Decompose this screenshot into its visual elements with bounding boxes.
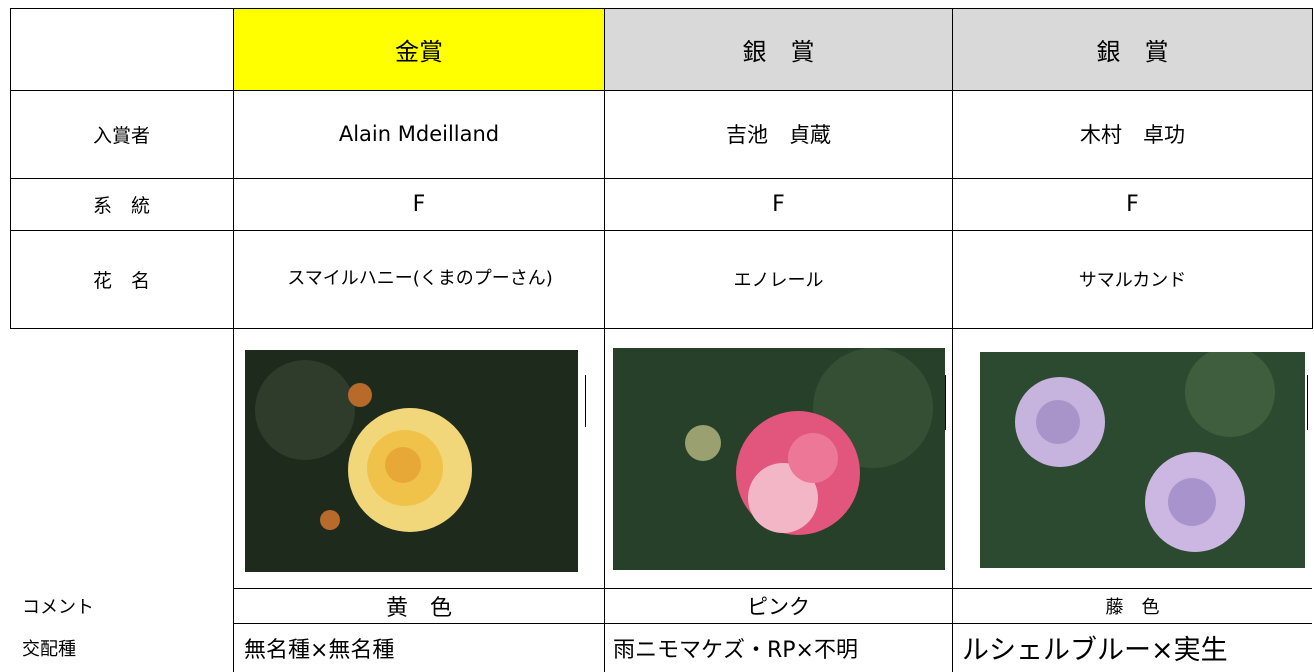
rule: [10, 8, 1312, 9]
cell: ピンク: [747, 594, 810, 619]
rose-photo: [613, 348, 945, 570]
cell: F: [412, 191, 426, 217]
rule: [10, 230, 1312, 231]
rule: [952, 8, 953, 672]
cell: サマルカンド: [1078, 270, 1187, 291]
rule: [233, 8, 234, 672]
award-header: 金賞: [234, 9, 604, 90]
rose-photo: [980, 352, 1305, 568]
cell: Alain Mdeilland: [338, 122, 500, 146]
rule: [233, 588, 1312, 589]
cell: F: [1126, 191, 1139, 217]
award-header: 銀 賞: [953, 9, 1312, 90]
row-label: 入賞者: [92, 124, 150, 147]
cell: ルシェルブルー×実生: [962, 635, 1228, 666]
row-label: コメント: [22, 596, 94, 618]
rule: [10, 178, 1312, 179]
cell: エノレール: [733, 270, 824, 291]
rule: [604, 8, 605, 672]
cell: 雨ニモマケズ・RP×不明: [613, 637, 858, 663]
cell: 吉池 貞蔵: [726, 123, 831, 147]
cell: F: [772, 191, 785, 217]
rule: [233, 623, 1312, 624]
bar: [1307, 375, 1308, 430]
rule: [10, 8, 11, 329]
cell: 無名種×無名種: [244, 637, 395, 663]
cell: 黄 色: [385, 595, 452, 621]
rule: [1312, 8, 1313, 329]
bar: [585, 375, 586, 427]
award-header: 銀 賞: [605, 9, 952, 90]
rule: [10, 90, 1312, 91]
cell: 木村 卓功: [1080, 123, 1185, 147]
cell: スマイルハニー(くまのプーさん): [287, 268, 553, 289]
rule: [10, 328, 1312, 329]
row-label: 花 名: [92, 269, 150, 292]
row-label: 系 統: [92, 194, 150, 217]
row-label: 交配種: [22, 638, 76, 660]
bar: [945, 375, 946, 430]
rose-photo: [245, 350, 578, 572]
cell: 藤 色: [1105, 596, 1160, 618]
